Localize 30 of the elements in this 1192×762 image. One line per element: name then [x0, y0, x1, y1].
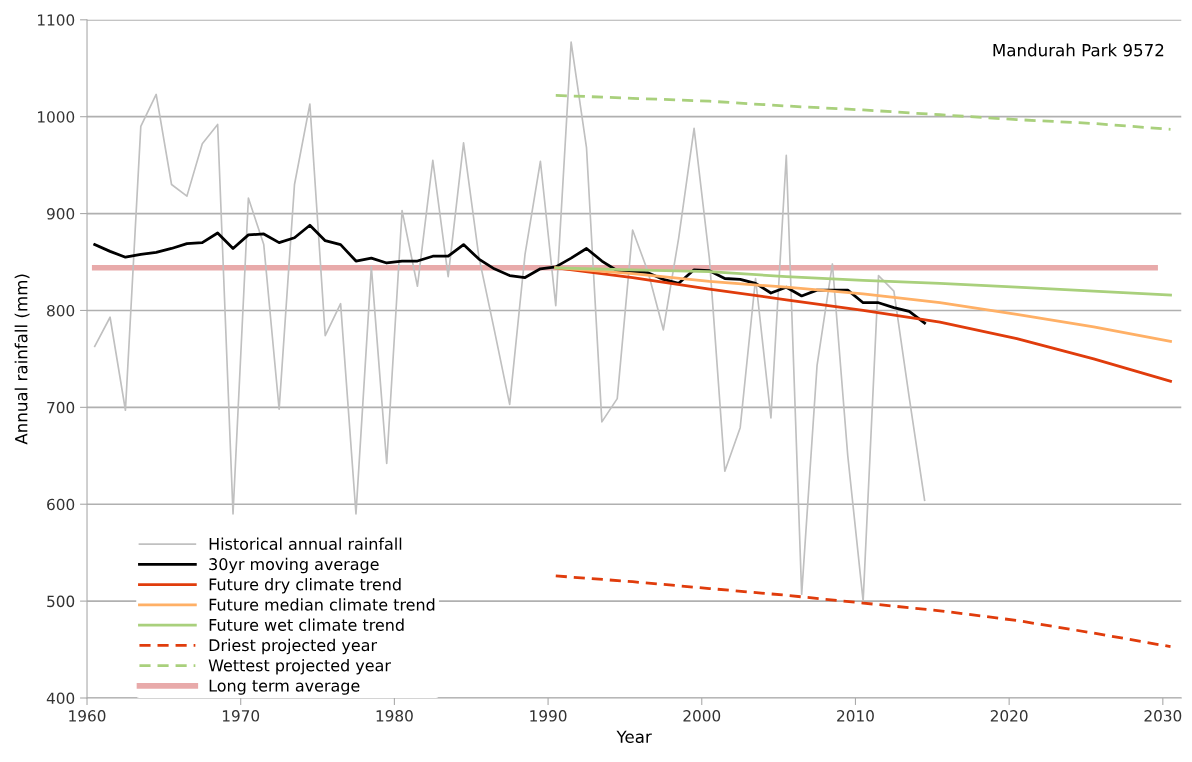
legend-label: Future median climate trend — [209, 598, 435, 611]
y-axis-title: Annual rainfall (mm) — [14, 274, 30, 445]
legend-label: Long term average — [209, 679, 360, 695]
y-tick-label: 900 — [47, 208, 75, 220]
legend-label: Driest projected year — [209, 638, 378, 655]
x-tick-label: 2020 — [990, 710, 1028, 722]
legend-label: 30yr moving average — [209, 557, 379, 574]
x-tick-label: 1960 — [69, 710, 106, 722]
y-tick-label: 400 — [46, 692, 75, 705]
legend-label: Wettest projected year — [208, 659, 391, 675]
y-tick-label: 1100 — [38, 14, 75, 26]
annotation: Mandurah Park 9572 — [993, 43, 1164, 57]
x-axis-title: Year — [616, 730, 652, 744]
x-tick-label: 2010 — [837, 710, 874, 722]
y-tick-label: 1000 — [38, 111, 75, 123]
legend-label: Future dry climate trend — [209, 578, 401, 594]
legend-label: Historical annual rainfall — [209, 537, 402, 550]
x-tick-label: 2000 — [683, 710, 721, 722]
y-tick-label: 800 — [47, 304, 75, 317]
x-tick-label: 1990 — [530, 710, 567, 722]
x-tick-label: 2030 — [1144, 710, 1182, 722]
line-series — [554, 266, 1172, 297]
y-tick-label: 600 — [47, 498, 75, 511]
y-tick-label: 700 — [47, 401, 75, 414]
line-series — [554, 93, 1172, 131]
x-tick-label: 1980 — [376, 710, 413, 722]
legend-label: Future wet climate trend — [209, 618, 404, 631]
y-tick-label: 500 — [47, 595, 75, 608]
x-tick-label: 1970 — [222, 710, 260, 722]
line-series — [554, 574, 1172, 649]
